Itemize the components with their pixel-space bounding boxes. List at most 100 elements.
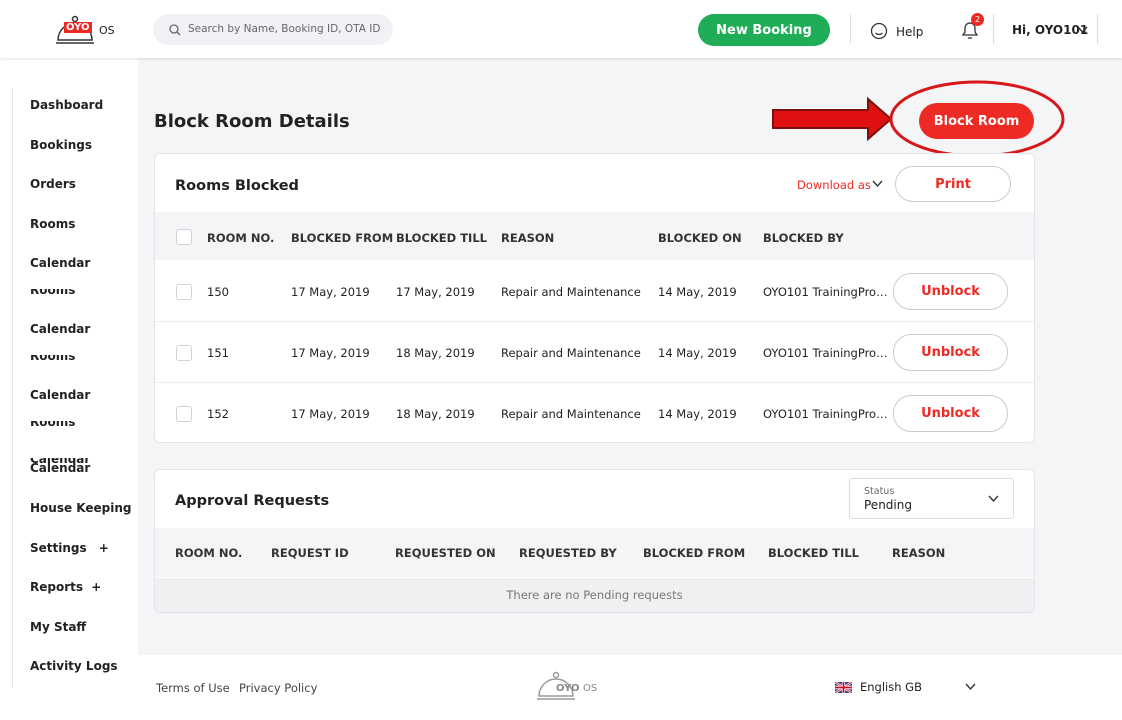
table-cell: 17 May, 2019 (396, 285, 475, 299)
notification-badge: 2 (971, 13, 984, 26)
unblock-button[interactable]: Unblock (893, 273, 1008, 310)
sidebar-item[interactable]: Calendar (30, 461, 135, 479)
sidebar-label: Calendar (30, 322, 91, 336)
column-header: ROOM NO. (175, 546, 243, 560)
status-dropdown[interactable]: Status Pending (849, 478, 1014, 519)
divider (850, 14, 851, 44)
column-header: REASON (501, 231, 555, 245)
table-cell: Repair and Maintenance (501, 346, 641, 360)
footer-logo-suffix: OS (583, 683, 598, 694)
divider (1097, 14, 1098, 44)
empty-message: There are no Pending requests (506, 588, 683, 602)
sidebar-item[interactable]: Settings + (30, 541, 135, 559)
sidebar-item[interactable]: Rooms (30, 421, 135, 430)
sidebar: Dashboard Bookings Orders Rooms Calendar Room… (0, 58, 138, 720)
table-cell: 17 May, 2019 (291, 407, 370, 421)
sidebar-item[interactable]: Dashboard (30, 98, 135, 116)
sidebar-label: My Staff (30, 620, 87, 634)
unblock-button[interactable]: Unblock (893, 395, 1008, 432)
chevron (965, 683, 976, 691)
checkbox[interactable] (176, 345, 192, 361)
status-value: Pending (864, 498, 912, 512)
sidebar-expand: + (91, 580, 102, 594)
sidebar-item[interactable]: Rooms (30, 355, 135, 364)
checkbox[interactable] (176, 406, 192, 422)
page-title: Block Room Details (154, 111, 350, 132)
new-booking-button[interactable]: New Booking (698, 14, 830, 46)
column-header: REQUEST ID (271, 546, 349, 560)
table-cell: Repair and Maintenance (501, 285, 641, 299)
language-select[interactable]: English GB (860, 680, 922, 694)
sidebar-item[interactable]: Calendar (30, 388, 135, 406)
sidebar-item[interactable]: Reports + (30, 580, 135, 598)
sidebar-expand: + (98, 541, 109, 555)
sidebar-item[interactable]: Bookings (30, 138, 135, 156)
checkbox[interactable] (176, 284, 192, 300)
table-cell: OYO101 TrainingPro… (763, 407, 888, 421)
footer-logo-icon (537, 671, 575, 700)
table-cell: 14 May, 2019 (658, 285, 737, 299)
sidebar-label: Dashboard (30, 98, 104, 112)
download-menu[interactable]: Download as (797, 178, 871, 192)
sidebar-label: Rooms (30, 355, 76, 363)
sidebar-label: Settings (30, 541, 87, 555)
logo-suffix: OS (99, 24, 115, 37)
sidebar-item[interactable]: Calendar (30, 256, 135, 274)
table-cell: Repair and Maintenance (501, 407, 641, 421)
sidebar-item[interactable]: House Keeping+ (30, 501, 135, 519)
sidebar-item[interactable]: Rooms (30, 289, 135, 298)
privacy-link[interactable]: Privacy Policy (239, 681, 318, 695)
column-header: REQUESTED ON (395, 546, 496, 560)
table-header (155, 528, 1034, 577)
empty-row (155, 578, 1034, 612)
column-header: REQUESTED BY (519, 546, 617, 560)
sidebar-label: Orders (30, 177, 76, 191)
column-header: BLOCKED TILL (396, 231, 487, 245)
column-header: BLOCKED BY (763, 231, 844, 245)
status-label: Status (864, 486, 895, 497)
rooms-blocked-card: Rooms Blocked Download as Print ROOM NO.… (154, 153, 1035, 443)
sidebar-label: House Keeping (30, 501, 132, 515)
search-placeholder: Search by Name, Booking ID, OTA ID (188, 23, 381, 35)
column-header: BLOCKED TILL (768, 546, 859, 560)
card-title: Approval Requests (175, 493, 330, 509)
search-box[interactable]: Search by Name, Booking ID, OTA ID (153, 14, 393, 45)
column-header: BLOCKED FROM (291, 231, 394, 245)
sidebar-item[interactable]: Activity Logs (30, 659, 135, 677)
column-header: REASON (892, 546, 946, 560)
sidebar-item[interactable]: Calendar (30, 322, 135, 340)
checkbox[interactable] (176, 229, 192, 245)
sidebar-item[interactable]: My Staff (30, 620, 135, 638)
sidebar-label: Reports (30, 580, 84, 594)
row-divider (155, 382, 1034, 383)
approval-card: Approval Requests Status Pending There a… (154, 469, 1035, 613)
divider (993, 14, 994, 44)
block-room-button[interactable]: Block Room (919, 103, 1034, 139)
table-cell: OYO101 TrainingPro… (763, 346, 888, 360)
table-cell: 17 May, 2019 (291, 285, 370, 299)
unblock-button[interactable]: Unblock (893, 334, 1008, 371)
help-link[interactable]: Help (896, 25, 924, 39)
print-button[interactable]: Print (895, 166, 1011, 202)
column-header: BLOCKED FROM (643, 546, 746, 560)
column-header: BLOCKED ON (658, 231, 742, 245)
footer-logo: OYO (556, 683, 580, 694)
row-divider (155, 321, 1034, 322)
user-menu[interactable]: Hi, OYO101 (1012, 23, 1089, 37)
sidebar-item[interactable]: Orders (30, 177, 135, 195)
table-cell: 150 (207, 285, 229, 299)
terms-link[interactable]: Terms of Use (156, 681, 230, 695)
bell-icon[interactable] (960, 20, 980, 40)
table-cell: OYO101 TrainingPro… (763, 285, 888, 299)
sidebar-item[interactable]: Calendar (30, 458, 135, 467)
sidebar-item[interactable]: Rooms (30, 217, 135, 235)
chevron (1077, 26, 1088, 34)
table-cell: 151 (207, 346, 229, 360)
flag-icon (835, 682, 852, 693)
help-icon (870, 22, 888, 40)
sidebar-label: Calendar (30, 256, 91, 270)
sidebar-label: Rooms (30, 217, 76, 231)
table-cell: 17 May, 2019 (291, 346, 370, 360)
chevron (872, 180, 883, 188)
